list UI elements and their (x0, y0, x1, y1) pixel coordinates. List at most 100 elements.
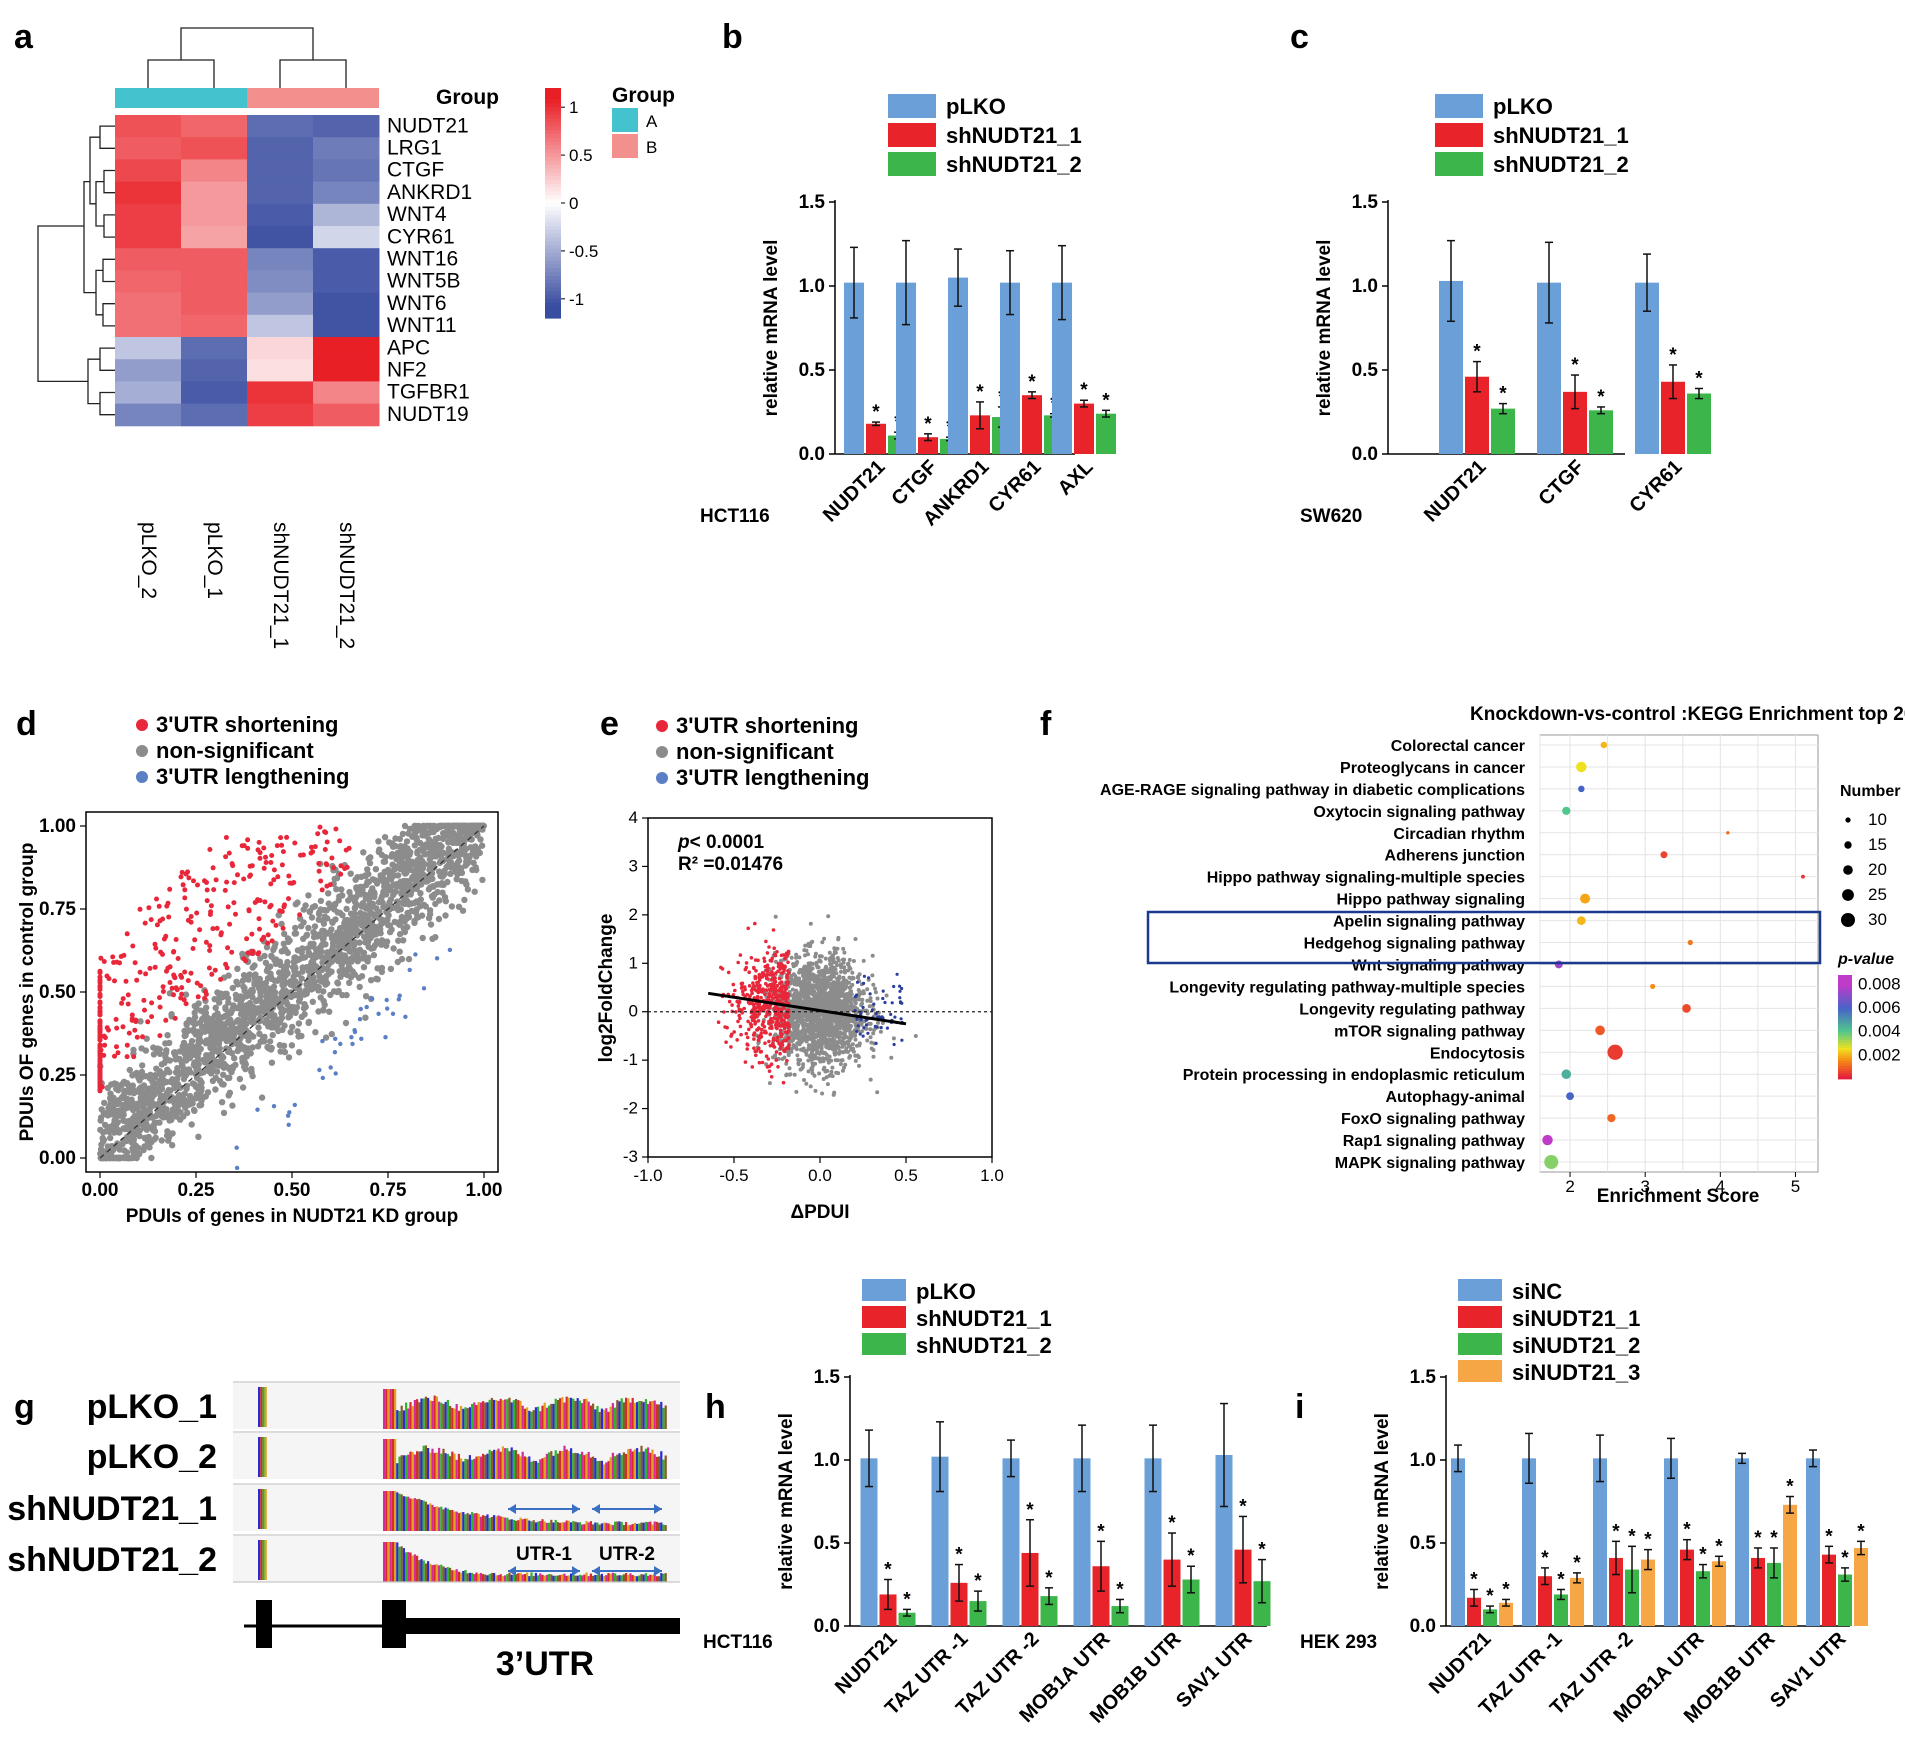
point-non-significant (824, 999, 829, 1004)
point-non-significant (835, 1044, 840, 1049)
point-shortening (269, 853, 275, 858)
point-non-significant (191, 1107, 198, 1115)
point-non-significant (833, 1052, 837, 1057)
group-bar-cell (247, 88, 313, 108)
y-tick-label: 0.5 (799, 360, 826, 381)
point-non-significant (453, 851, 461, 859)
point-shortening (207, 948, 213, 953)
point-non-significant (254, 975, 262, 983)
point-non-significant (869, 1040, 874, 1045)
heatmap-cell (181, 314, 248, 338)
point-non-significant (221, 1025, 229, 1032)
point-non-significant (856, 988, 861, 992)
point-non-significant (813, 1088, 818, 1093)
point-non-significant (421, 860, 428, 868)
point-non-significant (870, 953, 875, 958)
point-non-significant (264, 1043, 271, 1051)
point-shortening (97, 993, 103, 999)
point-non-significant (233, 995, 240, 1002)
point-non-significant (266, 987, 273, 994)
point-non-significant (178, 1058, 185, 1065)
point-non-significant (276, 969, 283, 976)
colorbar-segment (545, 114, 561, 120)
point-non-significant (816, 1025, 821, 1030)
cell-line-label: HCT116 (703, 1632, 773, 1653)
point-lengthening (376, 1011, 381, 1016)
point-non-significant (370, 944, 377, 952)
colorbar-tick-label: -0.5 (569, 242, 598, 261)
point-shortening (180, 882, 186, 888)
point-non-significant (793, 1015, 798, 1020)
colorbar-segment (545, 275, 561, 281)
point-shortening (178, 874, 184, 880)
point-non-significant (255, 1024, 262, 1031)
point-non-significant (425, 914, 433, 922)
point-non-significant (842, 1036, 847, 1041)
point-non-significant (828, 956, 832, 961)
point-non-significant (796, 1036, 801, 1041)
point-non-significant (220, 1109, 228, 1117)
point-non-significant (153, 1047, 161, 1055)
point-non-significant (411, 872, 418, 879)
point-shortening (257, 855, 263, 861)
point-non-significant (160, 1113, 167, 1121)
bar (1641, 1559, 1655, 1626)
point-non-significant (143, 1125, 150, 1132)
point-non-significant (197, 1070, 204, 1077)
point-non-significant (261, 1038, 268, 1045)
point-shortening (203, 939, 209, 945)
point-shortening (195, 882, 200, 888)
point-shortening (185, 978, 191, 984)
point-shortening (208, 909, 214, 915)
point-non-significant (292, 924, 299, 932)
point-non-significant (822, 936, 827, 941)
bar-chart-c: pLKOshNUDT21_1shNUDT21_20.00.51.01.5rela… (1300, 94, 1711, 527)
point-non-significant (175, 1098, 182, 1106)
point-non-significant (836, 935, 841, 940)
point-non-significant (343, 905, 350, 913)
point-shortening (131, 1054, 137, 1060)
point-shortening (218, 930, 224, 936)
point-non-significant (306, 981, 313, 988)
point-non-significant (458, 846, 465, 853)
point-non-significant (822, 1050, 827, 1055)
point-non-significant (239, 1084, 247, 1091)
point-non-significant (292, 1009, 299, 1016)
point-non-significant (296, 1049, 303, 1056)
point-shortening (148, 917, 154, 923)
point-non-significant (834, 971, 839, 976)
point-non-significant (353, 885, 360, 892)
point-non-significant (133, 1154, 140, 1162)
point-shortening (183, 906, 189, 912)
point-shortening (346, 845, 352, 851)
point-non-significant (322, 981, 329, 988)
panel-letter-g: g (14, 1388, 35, 1426)
point-non-significant (263, 1016, 270, 1023)
point-non-significant (824, 1044, 829, 1049)
point-non-significant (305, 892, 312, 899)
significance-star: * (1097, 1521, 1105, 1542)
point-non-significant (784, 1061, 789, 1066)
y-tick-label: 1.0 (1410, 1450, 1436, 1471)
point-non-significant (362, 939, 369, 946)
point-lengthening (369, 996, 375, 1001)
colorbar-segment (545, 111, 561, 116)
heatmap-cell (115, 248, 182, 271)
point-shortening (97, 1056, 103, 1061)
y-tick-label: 1.5 (1410, 1367, 1437, 1388)
point-non-significant (127, 1154, 134, 1162)
heatmap-cell (313, 137, 380, 160)
point-non-significant (130, 1046, 137, 1054)
point-non-significant (417, 890, 424, 897)
point-non-significant (870, 973, 875, 978)
point-non-significant (335, 943, 342, 950)
point-non-significant (846, 961, 851, 966)
cell-line-label: HEK 293 (1300, 1632, 1377, 1653)
point-non-significant (821, 1077, 826, 1081)
bar (1680, 1549, 1694, 1626)
point-shortening (149, 1000, 155, 1006)
point-non-significant (436, 841, 444, 849)
point-shortening (123, 978, 129, 984)
point-shortening (129, 1017, 135, 1023)
point-non-significant (212, 1004, 219, 1011)
